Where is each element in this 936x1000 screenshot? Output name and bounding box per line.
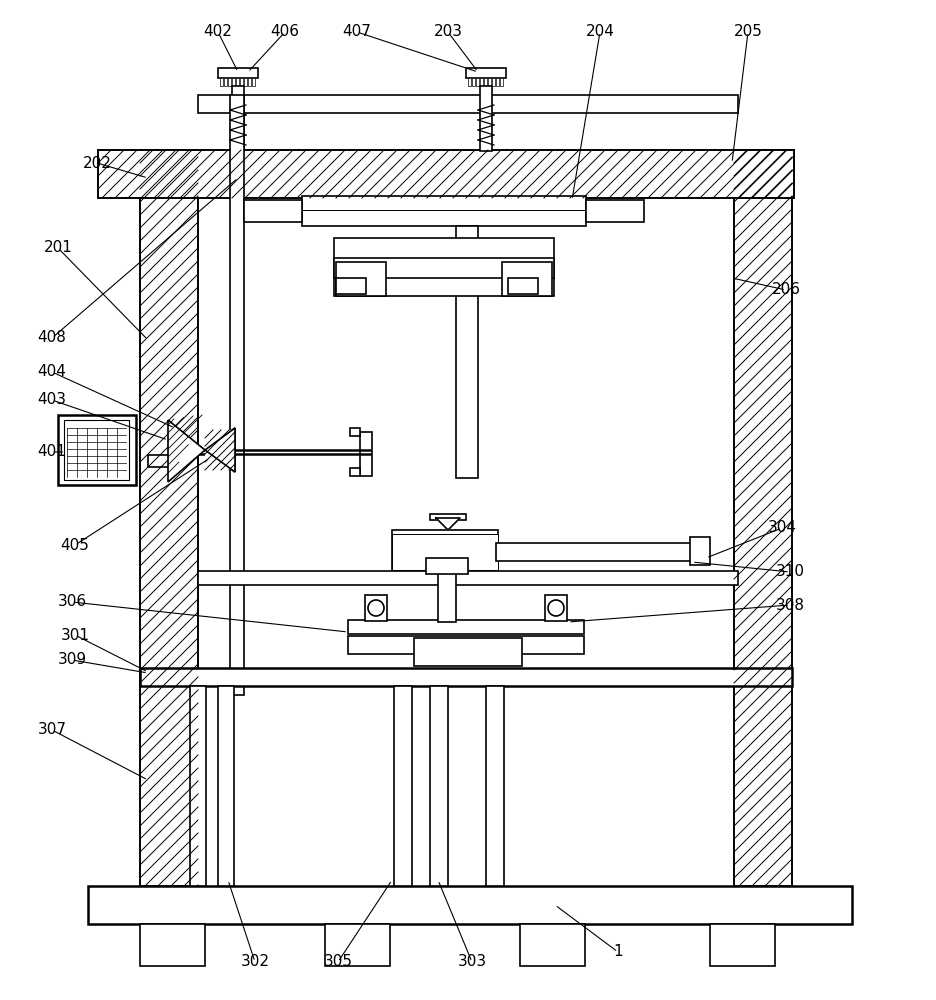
Text: 401: 401: [37, 444, 66, 460]
Text: 404: 404: [37, 364, 66, 379]
Text: 306: 306: [57, 594, 86, 609]
Bar: [465, 68, 505, 78]
Bar: [467, 78, 471, 86]
Bar: [197, 95, 738, 113]
Bar: [236, 78, 239, 86]
Text: 203: 203: [433, 24, 462, 39]
Bar: [333, 258, 553, 278]
Bar: [350, 468, 359, 476]
Bar: [325, 924, 389, 966]
Text: 405: 405: [61, 538, 89, 552]
Bar: [414, 638, 521, 666]
Bar: [243, 78, 247, 86]
Text: 310: 310: [775, 564, 804, 580]
Bar: [519, 924, 584, 966]
Bar: [484, 78, 487, 86]
Bar: [488, 78, 490, 86]
Bar: [218, 686, 234, 886]
Bar: [495, 78, 499, 86]
Bar: [472, 78, 475, 86]
Bar: [491, 78, 494, 86]
Text: 206: 206: [770, 282, 799, 298]
Bar: [585, 200, 643, 222]
Text: 204: 204: [585, 24, 614, 39]
Polygon shape: [168, 420, 205, 482]
Bar: [139, 924, 205, 966]
Bar: [430, 514, 465, 520]
Text: 201: 201: [43, 240, 72, 255]
Bar: [545, 595, 566, 621]
Bar: [218, 68, 257, 78]
Bar: [139, 668, 791, 686]
Bar: [301, 196, 585, 226]
Text: 307: 307: [37, 722, 66, 738]
Text: 308: 308: [775, 597, 804, 612]
Bar: [205, 430, 235, 470]
Text: 305: 305: [323, 954, 352, 970]
Bar: [475, 78, 478, 86]
Bar: [347, 636, 583, 654]
Text: 304: 304: [767, 520, 796, 536]
Text: 406: 406: [271, 24, 300, 39]
Bar: [437, 572, 456, 622]
Bar: [502, 262, 551, 296]
Bar: [220, 78, 223, 86]
Text: 301: 301: [61, 628, 90, 643]
Bar: [333, 238, 553, 296]
Text: 1: 1: [612, 944, 622, 960]
Bar: [347, 620, 583, 634]
Text: 205: 205: [733, 24, 762, 39]
Text: 302: 302: [241, 954, 270, 970]
Bar: [197, 571, 738, 585]
Text: 202: 202: [82, 155, 111, 170]
Bar: [391, 530, 497, 574]
Bar: [391, 534, 497, 570]
Bar: [148, 455, 169, 467]
Polygon shape: [205, 428, 235, 472]
Bar: [190, 686, 206, 886]
Text: 402: 402: [203, 24, 232, 39]
Bar: [393, 686, 412, 886]
Bar: [479, 78, 482, 86]
Bar: [232, 78, 235, 86]
Bar: [88, 886, 851, 924]
Bar: [479, 86, 491, 151]
Bar: [507, 278, 537, 294]
Bar: [139, 150, 197, 886]
Bar: [240, 78, 242, 86]
Bar: [709, 924, 774, 966]
Bar: [243, 200, 301, 222]
Bar: [229, 95, 243, 695]
Bar: [252, 78, 255, 86]
Bar: [365, 595, 387, 621]
Bar: [224, 78, 227, 86]
Bar: [336, 262, 386, 296]
Text: 303: 303: [457, 954, 486, 970]
Bar: [426, 558, 467, 574]
Bar: [336, 278, 366, 294]
Bar: [64, 420, 129, 480]
Bar: [733, 150, 791, 886]
Bar: [495, 543, 692, 561]
Bar: [456, 226, 477, 478]
Bar: [350, 428, 359, 436]
Bar: [500, 78, 503, 86]
Text: 408: 408: [37, 330, 66, 346]
Bar: [248, 78, 251, 86]
Polygon shape: [435, 518, 460, 530]
Bar: [430, 686, 447, 886]
Bar: [58, 415, 136, 485]
Bar: [232, 86, 243, 151]
Bar: [359, 432, 372, 476]
Text: 407: 407: [343, 24, 371, 39]
Bar: [689, 537, 709, 565]
Bar: [227, 78, 231, 86]
Text: 309: 309: [57, 652, 86, 668]
Bar: [98, 150, 793, 198]
Bar: [486, 686, 504, 886]
Text: 403: 403: [37, 392, 66, 408]
